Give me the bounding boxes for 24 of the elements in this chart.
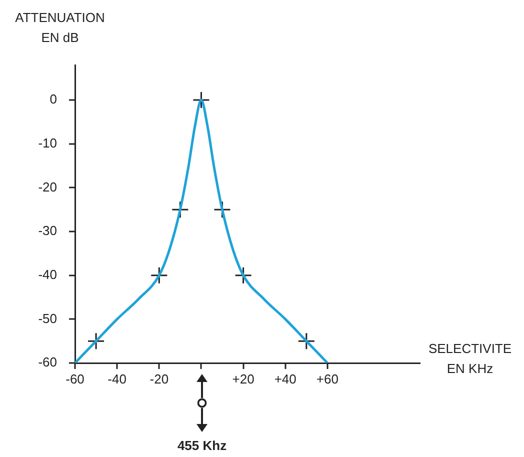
point <box>87 332 105 350</box>
x-tick-label: -40 <box>108 371 126 386</box>
y-tick-label: -30 <box>38 223 57 238</box>
x-axis-title: SELECTIVITE EN KHz <box>428 341 512 376</box>
y-tick-label: -50 <box>38 310 57 326</box>
y-tick-label: 0 <box>50 92 57 107</box>
point <box>234 266 252 284</box>
y-tick-label: -20 <box>38 179 57 194</box>
point <box>298 332 316 350</box>
y-axis-title: ATTENUATION EN dB <box>15 10 105 45</box>
y-tick-label: -60 <box>38 354 57 370</box>
x-tick-label: -60 <box>66 371 84 386</box>
x-tick-label: +40 <box>274 371 296 386</box>
x-tick-label: +60 <box>316 371 338 386</box>
y-tick-label: -40 <box>38 266 57 282</box>
text: 455 Khz <box>177 438 228 453</box>
x-tick-label: -20 <box>150 371 169 386</box>
point <box>171 200 189 218</box>
point <box>150 266 168 284</box>
point <box>192 91 210 109</box>
line-series <box>75 98 329 363</box>
point <box>214 200 232 218</box>
x-tick-label: +20 <box>232 371 254 386</box>
y-tick-label: -10 <box>38 135 57 150</box>
